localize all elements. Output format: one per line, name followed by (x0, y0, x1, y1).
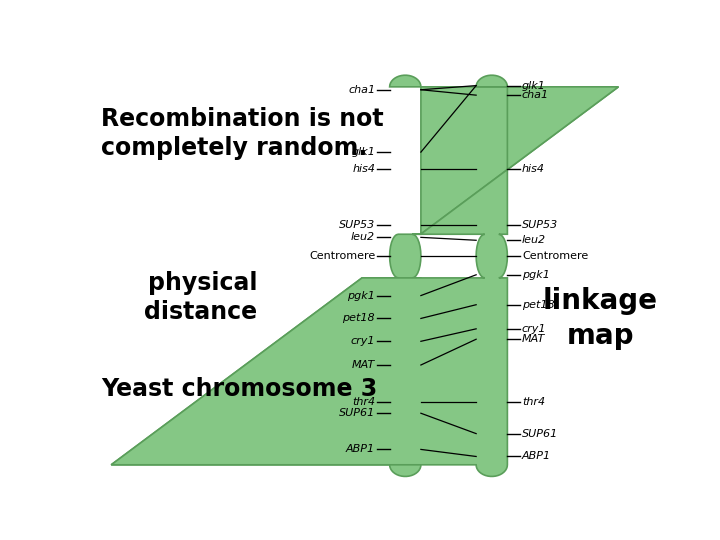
Text: glk1: glk1 (351, 147, 375, 157)
Text: linkage
map: linkage map (543, 287, 658, 350)
Text: pet18: pet18 (522, 300, 554, 310)
Text: SUP61: SUP61 (522, 429, 558, 438)
Text: completely random.: completely random. (101, 136, 367, 160)
Text: glk1: glk1 (522, 80, 546, 91)
Text: thr4: thr4 (352, 397, 375, 407)
Text: Recombination is not: Recombination is not (101, 107, 384, 131)
Text: pgk1: pgk1 (522, 270, 550, 280)
Text: ABP1: ABP1 (346, 444, 375, 455)
Text: cha1: cha1 (348, 85, 375, 94)
Text: SUP53: SUP53 (339, 220, 375, 230)
Text: his4: his4 (522, 164, 545, 174)
Text: cry1: cry1 (522, 324, 546, 334)
Text: physical
distance: physical distance (144, 271, 258, 325)
Polygon shape (111, 75, 618, 476)
Text: thr4: thr4 (522, 397, 545, 407)
Text: his4: his4 (352, 164, 375, 174)
Text: pet18: pet18 (343, 313, 375, 323)
Text: pgk1: pgk1 (347, 291, 375, 301)
Text: SUP53: SUP53 (522, 220, 558, 230)
Text: Yeast chromosome 3: Yeast chromosome 3 (101, 377, 377, 401)
Polygon shape (111, 75, 618, 476)
Text: MAT: MAT (352, 360, 375, 370)
Text: cry1: cry1 (351, 336, 375, 346)
Text: cha1: cha1 (522, 90, 549, 100)
Text: MAT: MAT (522, 334, 545, 344)
Text: leu2: leu2 (522, 235, 546, 245)
Text: Centromere: Centromere (522, 251, 588, 261)
Text: SUP61: SUP61 (339, 408, 375, 418)
Text: ABP1: ABP1 (522, 451, 551, 462)
Text: leu2: leu2 (351, 232, 375, 242)
Text: Centromere: Centromere (309, 251, 375, 261)
